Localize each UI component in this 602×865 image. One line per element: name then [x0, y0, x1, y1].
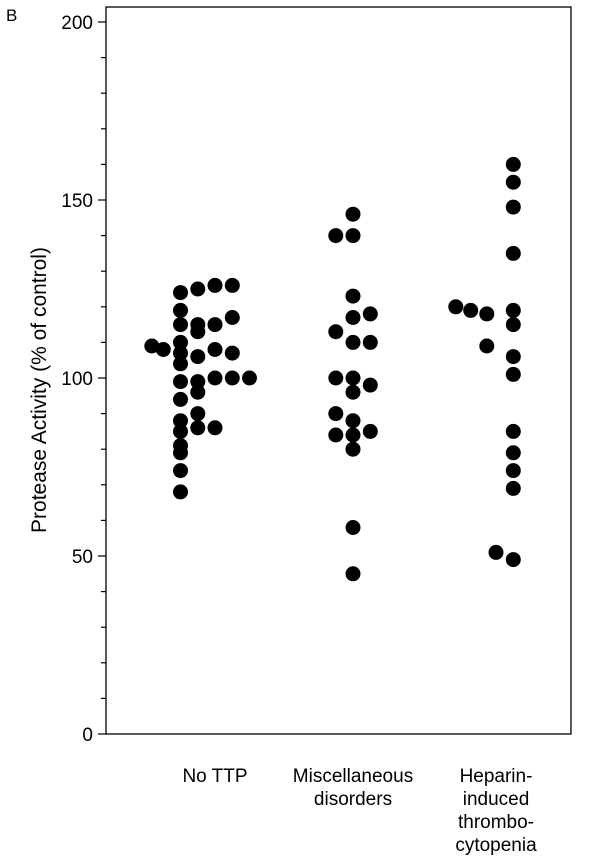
- data-point: [345, 441, 361, 457]
- category-label-line: No TTP: [182, 766, 248, 787]
- category-label-line: Miscellaneous: [292, 766, 414, 787]
- category-label-line: disorders: [313, 789, 393, 810]
- data-point: [345, 334, 361, 350]
- data-point: [224, 345, 240, 361]
- data-point: [505, 245, 521, 261]
- data-point: [224, 310, 240, 325]
- data-point: [173, 317, 188, 333]
- data-point: [207, 420, 223, 436]
- panel-label: B: [6, 6, 18, 25]
- data-point: [173, 285, 188, 301]
- category-label-line: cytopenia: [455, 835, 537, 856]
- data-point: [505, 445, 521, 461]
- data-point: [173, 445, 188, 461]
- data-point: [242, 370, 257, 386]
- plot-frame: [105, 6, 572, 735]
- category-label: No TTP: [182, 765, 247, 788]
- category-label-line: thrombo-: [457, 812, 535, 833]
- data-point: [505, 552, 521, 568]
- category-label-line: Heparin-: [459, 766, 533, 787]
- data-point: [144, 338, 160, 354]
- y-axis-label: Protease Activity (% of control): [28, 247, 51, 533]
- data-point: [505, 199, 521, 215]
- data-point: [345, 384, 361, 400]
- data-point: [362, 306, 378, 322]
- data-point: [224, 277, 240, 293]
- data-point: [328, 370, 344, 386]
- data-point: [345, 370, 361, 386]
- data-point: [328, 228, 344, 244]
- y-axis: 0 50 100 150 200: [61, 13, 106, 746]
- data-point: [505, 156, 521, 172]
- data-point: [345, 520, 361, 535]
- data-point: [207, 317, 223, 333]
- y-tick-label: 200: [61, 13, 93, 34]
- data-point: [173, 356, 188, 372]
- data-point: [345, 427, 361, 443]
- data-point: [488, 544, 504, 560]
- data-point: [505, 317, 521, 333]
- data-point: [505, 423, 521, 439]
- data-point: [207, 277, 223, 293]
- y-tick-label: 100: [61, 369, 93, 390]
- data-point: [505, 463, 521, 479]
- data-point: [345, 566, 361, 582]
- data-point: [190, 406, 206, 422]
- data-point: [362, 334, 378, 350]
- category-label: Miscellaneous disorders: [293, 765, 413, 811]
- data-point: [173, 413, 188, 429]
- data-point: [362, 423, 378, 439]
- data-point: [505, 302, 521, 318]
- data-point: [463, 302, 479, 318]
- data-point: [505, 174, 521, 190]
- data-point: [345, 310, 361, 325]
- data-point: [345, 206, 361, 222]
- data-point: [328, 324, 344, 340]
- data-point: [173, 423, 188, 439]
- data-point: [505, 366, 521, 382]
- data-point: [190, 374, 206, 390]
- data-point: [173, 463, 188, 479]
- data-point: [224, 370, 240, 386]
- data-point: [173, 484, 188, 500]
- data-point: [173, 345, 188, 361]
- data-point: [448, 299, 464, 315]
- category-label-line: induced: [462, 789, 530, 810]
- data-point: [345, 413, 361, 429]
- data-point: [190, 349, 206, 365]
- data-point: [207, 370, 223, 386]
- y-tick-label: 0: [82, 725, 93, 746]
- data-point: [328, 406, 344, 422]
- data-point: [207, 342, 223, 357]
- data-points: [144, 156, 521, 582]
- data-point: [345, 288, 361, 304]
- data-point: [505, 349, 521, 365]
- data-point: [173, 334, 188, 350]
- data-point: [328, 427, 344, 443]
- data-point: [505, 480, 521, 496]
- data-point: [190, 384, 206, 400]
- y-tick-label: 50: [72, 547, 93, 568]
- data-point: [173, 374, 188, 390]
- data-point: [190, 420, 206, 436]
- data-point: [345, 228, 361, 244]
- data-point: [155, 342, 171, 357]
- data-point: [362, 377, 378, 393]
- data-point: [190, 281, 206, 297]
- data-point: [190, 324, 206, 340]
- category-label: Heparin-induced thrombo-cytopenia: [455, 765, 536, 857]
- data-point: [479, 338, 495, 354]
- data-point: [173, 391, 188, 407]
- y-tick-label: 150: [61, 191, 93, 212]
- data-point: [173, 302, 188, 318]
- data-point: [479, 306, 495, 322]
